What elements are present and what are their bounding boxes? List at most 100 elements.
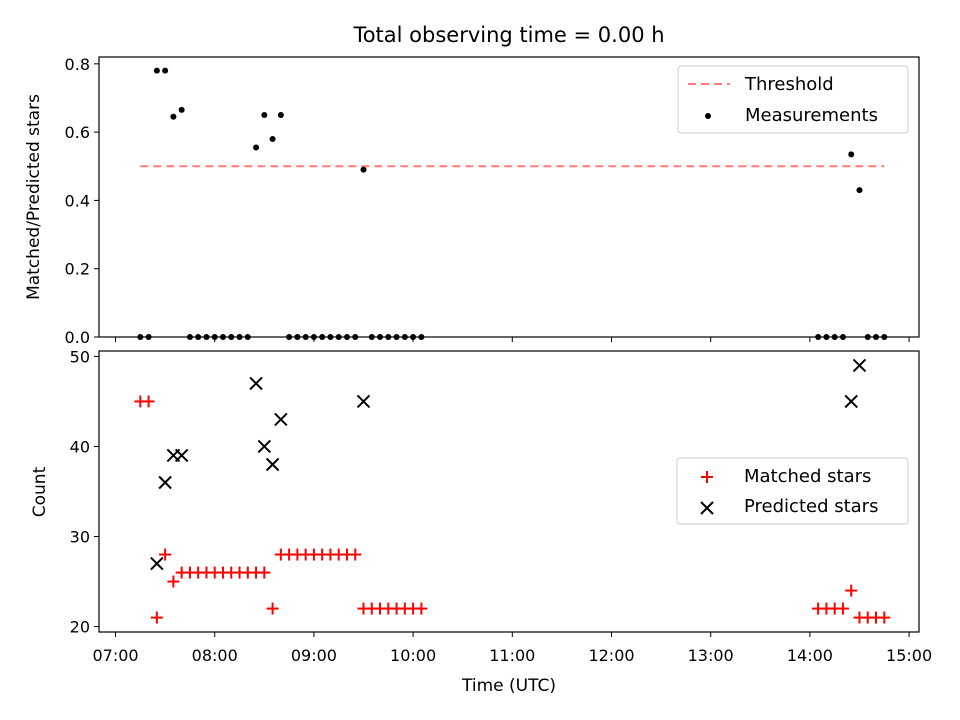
predicted-star-point bbox=[158, 475, 172, 490]
measurement-point bbox=[377, 334, 384, 340]
measurement-point bbox=[253, 144, 260, 151]
x-marker-b bbox=[844, 394, 858, 409]
measurement-point bbox=[360, 166, 367, 173]
x-tick-label: 12:00 bbox=[588, 646, 634, 665]
bottom-y-tick-label: 50 bbox=[70, 347, 90, 366]
x-marker-b bbox=[249, 376, 263, 391]
measurement-point bbox=[327, 334, 334, 340]
x-marker-b bbox=[852, 358, 867, 373]
matched-star-point bbox=[150, 611, 163, 624]
x-tick-label: 13:00 bbox=[688, 646, 734, 665]
measurement-point bbox=[368, 334, 375, 340]
matched-star-point bbox=[349, 548, 362, 561]
measurement-point bbox=[393, 334, 400, 340]
measurement-point bbox=[219, 334, 226, 340]
measurement-point bbox=[856, 187, 863, 194]
measurement-point bbox=[343, 334, 350, 340]
x-tick-label: 15:00 bbox=[886, 646, 932, 665]
matched-star-point bbox=[142, 395, 155, 408]
predicted-star-point bbox=[852, 358, 867, 373]
bottom-panel: 20 30 40 50 07:00 08:00 09:00 10:00 11:00 12:00 1… bbox=[30, 347, 932, 696]
x-marker-b bbox=[356, 394, 371, 409]
legend-measurements-swatch bbox=[705, 113, 711, 119]
measurement-point bbox=[848, 151, 855, 158]
measurement-point bbox=[839, 334, 846, 340]
x-tick-label: 11:00 bbox=[489, 646, 535, 665]
x-tick-label: 07:00 bbox=[92, 646, 138, 665]
x-marker-b bbox=[158, 475, 172, 490]
bottom-legend-box bbox=[676, 457, 909, 525]
legend-threshold-label: Threshold bbox=[744, 74, 834, 95]
legend-matched-label: Matched stars bbox=[744, 466, 871, 487]
top-legend-box bbox=[677, 65, 909, 134]
predicted-star-point bbox=[174, 448, 189, 463]
measurement-point bbox=[831, 334, 838, 340]
x-tick-label: 09:00 bbox=[291, 646, 337, 665]
top-y-axis-label: Matched/Predicted stars bbox=[24, 94, 44, 300]
measurement-point bbox=[195, 334, 202, 340]
matched-star-point bbox=[159, 548, 172, 561]
top-y-tick-label: 0.4 bbox=[65, 191, 90, 210]
predicted-star-point bbox=[150, 556, 164, 571]
measurement-point bbox=[815, 334, 822, 340]
legend-matched-swatch bbox=[701, 471, 713, 483]
measurement-point bbox=[277, 112, 284, 119]
measurement-point bbox=[873, 334, 880, 340]
top-y-tick-label: 0.8 bbox=[65, 55, 90, 74]
measurement-point bbox=[228, 334, 235, 340]
measurement-point bbox=[410, 334, 417, 340]
bottom-y-tick-label: 20 bbox=[70, 618, 90, 637]
measurement-point bbox=[186, 334, 193, 340]
bottom-y-ticks: 20 30 40 50 bbox=[70, 347, 99, 637]
measurement-point bbox=[178, 106, 185, 113]
measurement-point bbox=[881, 334, 888, 340]
matched-star-point bbox=[845, 584, 858, 597]
bottom-x-ticks: 07:00 08:00 09:00 10:00 11:00 12:00 13:00 14:00… bbox=[92, 632, 932, 665]
matched-star-point bbox=[836, 602, 849, 615]
bottom-plot-frame bbox=[98, 350, 920, 633]
bottom-y-axis-label: Count bbox=[30, 466, 50, 517]
top-y-tick-label: 0.2 bbox=[65, 260, 90, 279]
top-panel: 0.00.20.40.60.8 Matched/Predicted stars … bbox=[24, 55, 920, 347]
measurement-points bbox=[137, 67, 888, 340]
predicted-star-point bbox=[249, 376, 263, 391]
legend-predicted-swatch bbox=[700, 501, 714, 515]
predicted-star-point bbox=[274, 412, 288, 427]
measurement-point bbox=[211, 334, 218, 340]
x-tick-label: 10:00 bbox=[390, 646, 436, 665]
legend-measurements-label: Measurements bbox=[745, 105, 878, 126]
legend-matched-marker bbox=[701, 471, 713, 483]
measurement-point bbox=[302, 334, 309, 340]
measurement-point bbox=[294, 334, 301, 340]
bottom-legend: Matched stars Predicted stars bbox=[676, 457, 909, 525]
measurement-point bbox=[236, 334, 243, 340]
measurement-point bbox=[203, 334, 210, 340]
measurement-point bbox=[864, 334, 871, 340]
legend-predicted-marker bbox=[700, 501, 714, 515]
x-axis-label: Time (UTC) bbox=[461, 676, 556, 696]
measurement-point bbox=[153, 67, 160, 74]
x-marker-b bbox=[257, 439, 272, 454]
measurement-point bbox=[261, 112, 268, 119]
measurement-point bbox=[385, 334, 392, 340]
x-marker-b bbox=[174, 448, 189, 463]
measurement-point bbox=[823, 334, 830, 340]
legend-predicted-label: Predicted stars bbox=[744, 496, 878, 517]
top-y-tick-label: 0.6 bbox=[65, 123, 90, 142]
predicted-star-point bbox=[265, 457, 280, 472]
matched-star-point bbox=[266, 602, 279, 615]
bottom-y-tick-label: 30 bbox=[70, 528, 90, 547]
measurement-point bbox=[137, 334, 144, 340]
top-legend: Threshold Measurements bbox=[677, 65, 909, 134]
measurement-point bbox=[352, 334, 359, 340]
x-marker-b bbox=[265, 457, 280, 472]
predicted-star-point bbox=[356, 394, 371, 409]
measurement-point bbox=[145, 334, 152, 340]
x-tick-label: 08:00 bbox=[192, 646, 238, 665]
measurement-point bbox=[244, 334, 251, 340]
top-y-ticks: 0.0 0.2 0.4 0.6 0.8 bbox=[65, 55, 99, 347]
measurement-point bbox=[269, 135, 276, 142]
x-marker-b bbox=[700, 501, 714, 515]
matched-star-point bbox=[878, 611, 891, 624]
